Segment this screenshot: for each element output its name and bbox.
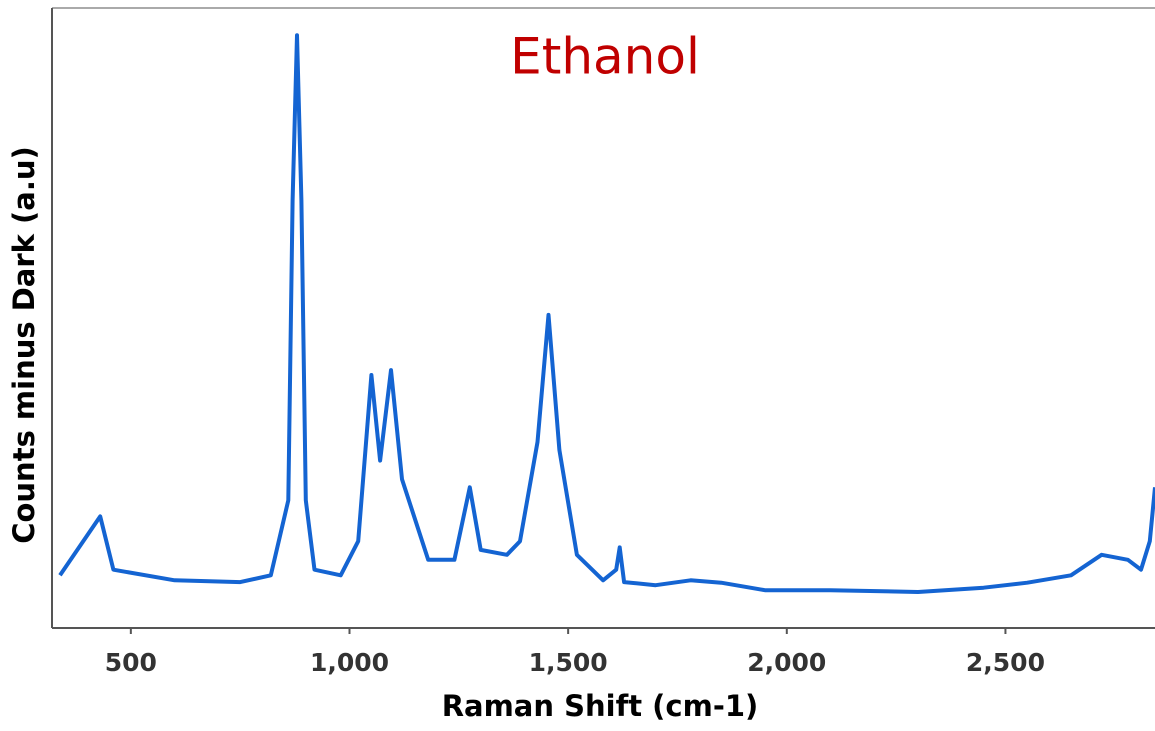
spectrum-line: [58, 33, 1155, 594]
x-tick-label: 2,000: [747, 648, 826, 677]
y-axis-title: Counts minus Dark (a.u): [7, 146, 41, 544]
chart-title: Ethanol: [510, 28, 700, 86]
x-tick-label: 500: [105, 648, 157, 677]
x-tick-label: 2,500: [966, 648, 1045, 677]
x-axis-title: Raman Shift (cm-1): [442, 689, 759, 723]
x-tick-label: 1,000: [310, 648, 389, 677]
x-tick-label: 1,500: [529, 648, 608, 677]
